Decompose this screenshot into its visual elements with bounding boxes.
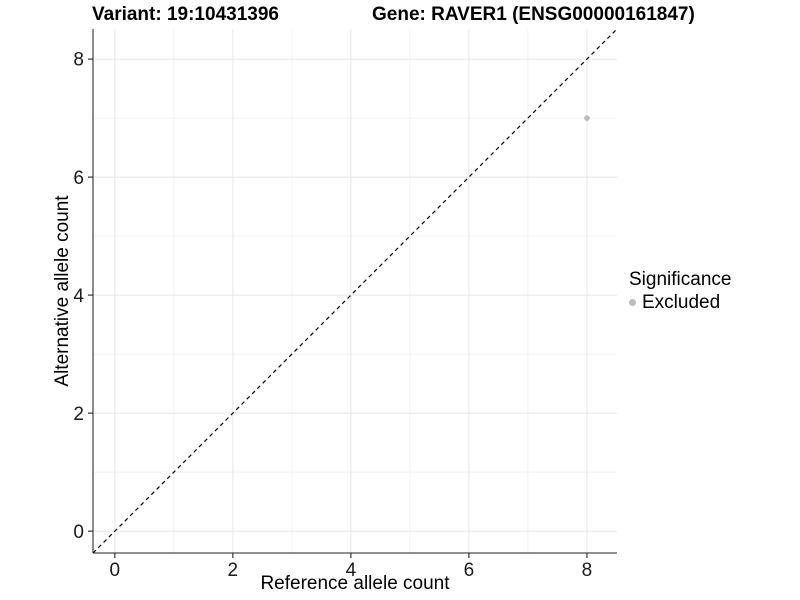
data-point [584,115,590,121]
plot-title-gene: Gene: RAVER1 (ENSG00000161847) [372,4,695,25]
legend-item-excluded: Excluded [629,292,731,313]
legend: Significance Excluded [629,269,731,313]
legend-title: Significance [629,269,732,290]
y-tick-label: 4 [73,286,84,307]
x-axis-title: Reference allele count [260,573,450,594]
x-tick-label: 4 [346,560,357,581]
identity-line [92,28,618,554]
y-tick-label: 2 [73,404,84,425]
y-tick-label: 6 [73,168,84,189]
x-tick-label: 6 [464,560,475,581]
plot-title-variant: Variant: 19:10431396 [92,4,279,25]
x-tick-label: 0 [110,560,121,581]
y-tick-label: 0 [73,522,84,543]
legend-point-icon [629,299,636,306]
x-tick-label: 2 [228,560,239,581]
x-tick-label: 8 [582,560,593,581]
y-axis-title: Alternative allele count [52,195,73,387]
legend-item-label: Excluded [642,292,721,313]
y-tick-label: 8 [73,50,84,71]
